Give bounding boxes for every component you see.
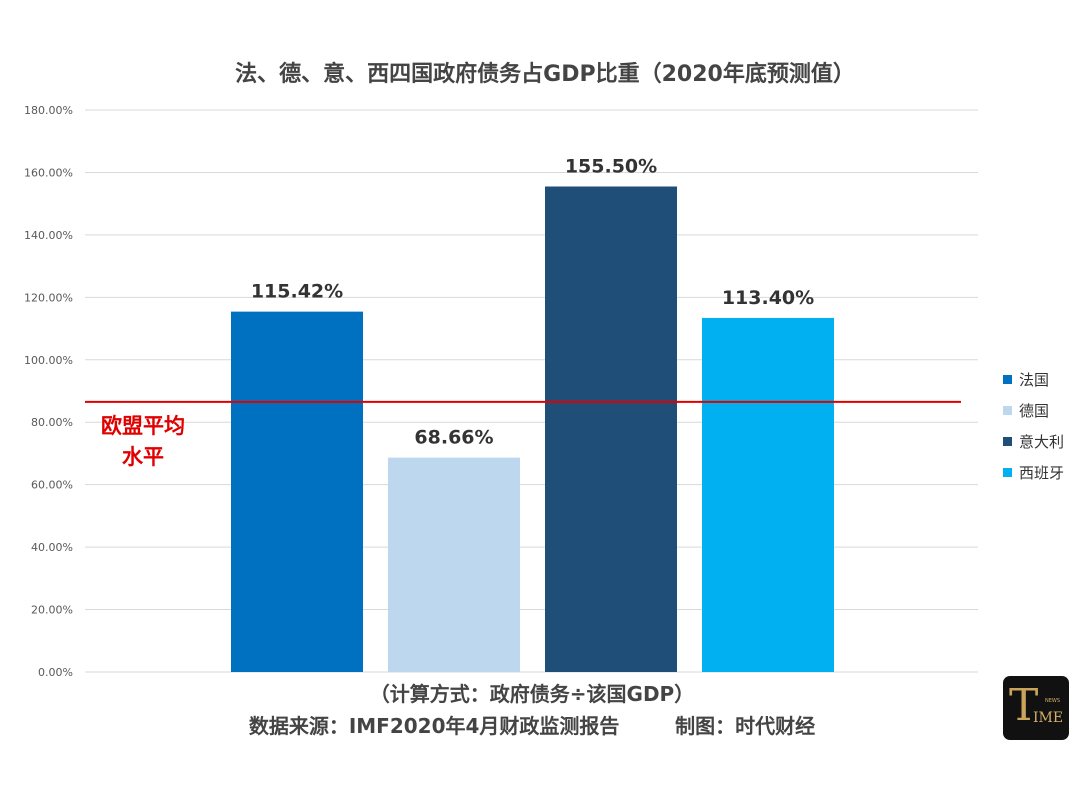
bar-3 [545, 186, 677, 672]
bar-1 [231, 311, 363, 672]
reference-line-label: 欧盟平均 [101, 414, 185, 438]
legend-swatch [1003, 406, 1012, 415]
y-tick-label: 160.00% [24, 166, 73, 179]
chart-title: 法、德、意、西四国政府债务占GDP比重（2020年底预测值） [235, 61, 855, 87]
y-tick-label: 60.00% [31, 479, 73, 492]
legend-swatch [1003, 375, 1012, 384]
y-tick-label: 80.00% [31, 416, 73, 429]
logo-text: IME [1033, 710, 1064, 726]
reference-line-label: 水平 [122, 445, 164, 469]
y-tick-label: 20.00% [31, 604, 73, 617]
data-label: 113.40% [722, 287, 814, 309]
data-labels: 115.42% 68.66% 155.50% 113.40% [251, 155, 814, 448]
y-tick-label: 40.00% [31, 541, 73, 554]
data-label: 155.50% [565, 155, 657, 177]
legend-label: 德国 [1019, 402, 1049, 420]
legend-swatch [1003, 437, 1012, 446]
logo-small-text: NEWS [1045, 698, 1061, 704]
legend-label: 法国 [1019, 371, 1049, 389]
y-tick-label: 100.00% [24, 354, 73, 367]
bar-2 [388, 457, 520, 672]
bars [231, 186, 834, 672]
calc-method-note: （计算方式：政府债务÷该国GDP） [370, 682, 694, 706]
y-tick-label: 140.00% [24, 229, 73, 242]
legend-label: 意大利 [1019, 433, 1064, 451]
time-logo: T NEWS IME [1003, 676, 1069, 740]
legend-label: 西班牙 [1019, 464, 1064, 482]
y-axis-ticks: 0.00% 20.00% 40.00% 60.00% 80.00% 100.00% 120.… [24, 104, 73, 679]
y-tick-label: 180.00% [24, 104, 73, 117]
y-tick-label: 0.00% [38, 666, 73, 679]
legend-swatch [1003, 468, 1012, 477]
source-note: 数据来源：IMF2020年4月财政监测报告 制图：时代财经 [249, 714, 815, 738]
logo-t-letter: T [1009, 680, 1039, 731]
data-label: 68.66% [414, 427, 493, 449]
y-tick-label: 120.00% [24, 291, 73, 304]
bar-4 [702, 317, 834, 672]
data-label: 115.42% [251, 281, 343, 303]
grid-lines [85, 109, 978, 673]
